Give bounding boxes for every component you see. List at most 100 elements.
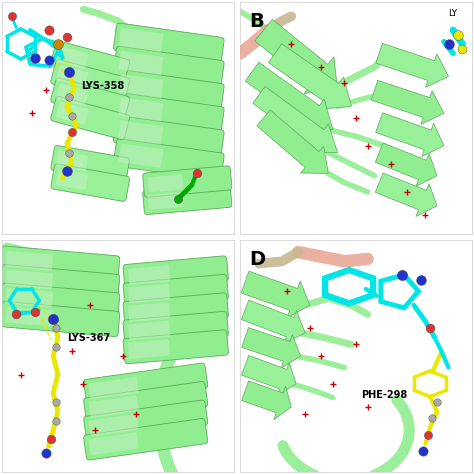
FancyBboxPatch shape [113,116,224,157]
FancyBboxPatch shape [113,69,224,111]
FancyBboxPatch shape [56,102,89,125]
Point [433,399,441,406]
Point [193,170,201,177]
FancyBboxPatch shape [128,302,170,322]
Point [424,431,431,438]
FancyBboxPatch shape [56,46,89,69]
FancyBboxPatch shape [0,246,120,281]
FancyBboxPatch shape [123,256,228,290]
Point [52,343,59,351]
Polygon shape [257,110,328,173]
FancyBboxPatch shape [147,174,183,192]
FancyBboxPatch shape [0,283,120,318]
Point [68,128,75,136]
Polygon shape [375,143,437,186]
FancyBboxPatch shape [5,251,53,271]
FancyBboxPatch shape [51,146,129,183]
FancyBboxPatch shape [0,264,120,300]
FancyBboxPatch shape [5,288,53,308]
Point [426,325,434,332]
FancyBboxPatch shape [118,28,164,52]
Text: D: D [250,250,266,269]
FancyBboxPatch shape [147,192,183,210]
FancyBboxPatch shape [118,144,164,168]
Polygon shape [241,300,305,344]
Polygon shape [246,62,333,131]
Polygon shape [253,86,337,153]
FancyBboxPatch shape [5,306,53,327]
FancyBboxPatch shape [51,164,129,201]
Polygon shape [376,43,448,87]
Polygon shape [242,381,292,419]
Text: LYS-358: LYS-358 [81,81,124,91]
Point [52,399,59,406]
Point [31,308,38,316]
FancyBboxPatch shape [84,363,208,404]
Point [445,40,452,48]
FancyBboxPatch shape [56,151,88,172]
Text: LY: LY [448,9,457,18]
Point [399,271,406,279]
Point [417,276,425,283]
FancyBboxPatch shape [118,120,164,145]
FancyBboxPatch shape [51,78,129,121]
FancyBboxPatch shape [56,83,89,106]
Polygon shape [242,356,296,396]
Point [174,195,182,203]
FancyBboxPatch shape [128,321,170,340]
Point [68,112,75,119]
FancyBboxPatch shape [84,382,208,423]
FancyBboxPatch shape [89,414,139,437]
FancyBboxPatch shape [51,41,129,84]
FancyBboxPatch shape [118,74,164,98]
Polygon shape [269,44,351,109]
Point [64,33,71,41]
Point [458,45,466,53]
FancyBboxPatch shape [56,169,88,190]
FancyBboxPatch shape [0,301,120,337]
FancyBboxPatch shape [89,395,139,418]
Polygon shape [375,173,437,217]
FancyBboxPatch shape [128,284,170,303]
Point [45,27,53,34]
Point [47,436,55,443]
Point [31,54,38,62]
Polygon shape [241,271,310,318]
Polygon shape [242,328,301,368]
FancyBboxPatch shape [56,65,89,88]
FancyBboxPatch shape [113,139,224,181]
FancyBboxPatch shape [51,60,129,102]
Point [65,68,73,75]
Polygon shape [376,113,444,156]
Point [419,447,427,455]
Point [49,315,57,323]
FancyBboxPatch shape [84,419,208,460]
Point [43,449,50,457]
Polygon shape [255,19,337,93]
Point [12,310,20,318]
Point [8,12,16,20]
FancyBboxPatch shape [128,339,170,359]
Point [45,56,53,64]
Point [65,149,73,156]
FancyBboxPatch shape [128,265,170,285]
FancyBboxPatch shape [89,432,139,455]
Text: B: B [250,12,264,31]
Point [64,167,71,175]
Text: PHE-298: PHE-298 [361,391,407,401]
Text: LYS-367: LYS-367 [67,333,110,343]
Point [52,325,59,332]
FancyBboxPatch shape [89,377,139,400]
Point [52,417,59,425]
FancyBboxPatch shape [84,400,208,441]
FancyBboxPatch shape [123,330,228,364]
FancyBboxPatch shape [113,92,224,134]
Point [65,93,73,101]
FancyBboxPatch shape [118,97,164,121]
FancyBboxPatch shape [123,311,228,345]
Point [454,31,462,38]
Polygon shape [371,81,444,124]
Point [54,40,62,48]
FancyBboxPatch shape [5,269,53,290]
FancyBboxPatch shape [113,23,224,65]
